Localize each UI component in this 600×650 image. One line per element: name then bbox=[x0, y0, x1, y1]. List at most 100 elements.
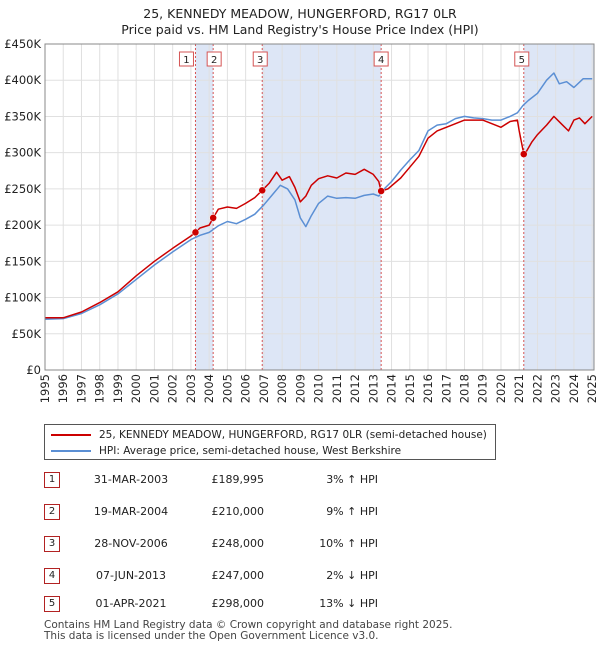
x-tick-label: 2013 bbox=[366, 374, 380, 403]
table-row: 2 19-MAR-2004 £210,000 9% ↑ HPI bbox=[44, 504, 404, 524]
legend-label-hpi: HPI: Average price, semi-detached house,… bbox=[99, 445, 402, 457]
transaction-label-text: 3 bbox=[257, 55, 263, 66]
transaction-number: 5 bbox=[44, 596, 60, 612]
transaction-number: 2 bbox=[44, 504, 60, 520]
x-tick-label: 2010 bbox=[312, 374, 326, 403]
transaction-date: 01-APR-2021 bbox=[95, 597, 167, 610]
transaction-label-box bbox=[178, 51, 194, 67]
x-tick-label: 2012 bbox=[348, 374, 362, 403]
x-tick-label: 1999 bbox=[111, 374, 125, 403]
transaction-date: 07-JUN-2013 bbox=[95, 569, 167, 582]
series-line-hpi bbox=[44, 72, 593, 321]
x-tick-label: 2009 bbox=[293, 374, 307, 403]
x-tick-label: 2023 bbox=[549, 374, 563, 403]
x-tick-label: 2021 bbox=[512, 374, 526, 403]
x-tick-label: 2015 bbox=[403, 374, 417, 403]
legend-label-property: 25, KENNEDY MEADOW, HUNGERFORD, RG17 0LR… bbox=[99, 429, 487, 441]
x-tick-label: 2022 bbox=[530, 374, 544, 403]
x-tick-label: 2000 bbox=[129, 374, 143, 403]
chart-plot: 1 2 3 4 5 £0 £50K £100K £150K £200K £250K £300K £35… bbox=[4, 37, 599, 403]
transaction-label: 4 bbox=[373, 51, 389, 67]
y-tick-label: £300K bbox=[4, 146, 41, 160]
transaction-label-box bbox=[206, 51, 222, 67]
legend-item-property: 25, KENNEDY MEADOW, HUNGERFORD, RG17 0LR… bbox=[51, 427, 487, 443]
transaction-hpi-diff: 13% ↓ HPI bbox=[319, 597, 378, 610]
footer-copyright: Contains HM Land Registry data © Crown c… bbox=[44, 619, 453, 631]
transaction-label: 5 bbox=[514, 51, 530, 67]
transaction-hpi-diff: 2% ↓ HPI bbox=[326, 569, 378, 582]
x-tick-label: 1996 bbox=[56, 374, 70, 403]
y-tick-label: £250K bbox=[4, 182, 41, 196]
y-tick-label: £350K bbox=[4, 109, 41, 123]
y-tick-label: £450K bbox=[4, 37, 41, 51]
x-tick-label: 2017 bbox=[439, 374, 453, 403]
legend-item-hpi: HPI: Average price, semi-detached house,… bbox=[51, 443, 401, 459]
transaction-hpi-diff: 3% ↑ HPI bbox=[326, 473, 378, 486]
transaction-number: 3 bbox=[44, 536, 60, 552]
transaction-hpi-diff: 9% ↑ HPI bbox=[326, 505, 378, 518]
x-tick-label: 2024 bbox=[567, 374, 581, 403]
x-tick-label: 2006 bbox=[239, 374, 253, 403]
transaction-label-box bbox=[514, 51, 530, 67]
transaction-number: 1 bbox=[44, 472, 60, 488]
chart-subtitle: Price paid vs. HM Land Registry's House … bbox=[121, 22, 479, 37]
transaction-date: 31-MAR-2003 bbox=[93, 473, 169, 486]
x-tick-label: 1995 bbox=[38, 374, 52, 403]
y-tick-label: £100K bbox=[4, 291, 41, 305]
table-row: 1 31-MAR-2003 £189,995 3% ↑ HPI bbox=[44, 472, 404, 492]
y-tick-label: £50K bbox=[12, 327, 42, 341]
table-row: 5 01-APR-2021 £298,000 13% ↓ HPI bbox=[44, 596, 404, 616]
x-tick-label: 2019 bbox=[476, 374, 490, 403]
shaded-period bbox=[195, 44, 214, 370]
table-row: 4 07-JUN-2013 £247,000 2% ↓ HPI bbox=[44, 568, 404, 588]
transaction-label-text: 2 bbox=[211, 55, 217, 66]
y-tick-label: £400K bbox=[4, 73, 41, 87]
shaded-period bbox=[523, 44, 594, 370]
transaction-price: £189,995 bbox=[211, 473, 265, 486]
x-tick-label: 2001 bbox=[147, 374, 161, 403]
transaction-hpi-diff: 10% ↑ HPI bbox=[319, 537, 378, 550]
x-tick-label: 1998 bbox=[93, 374, 107, 403]
legend-swatch-hpi bbox=[51, 450, 91, 452]
transaction-price: £247,000 bbox=[211, 569, 265, 582]
footer: Contains HM Land Registry data © Crown c… bbox=[44, 620, 452, 642]
transaction-price: £210,000 bbox=[211, 505, 265, 518]
y-tick-label: £150K bbox=[4, 254, 41, 268]
x-tick-label: 2004 bbox=[202, 374, 216, 403]
transaction-marker bbox=[377, 187, 385, 195]
table-row: 3 28-NOV-2006 £248,000 10% ↑ HPI bbox=[44, 536, 404, 556]
x-tick-label: 2014 bbox=[385, 374, 399, 403]
transaction-label: 2 bbox=[206, 51, 222, 67]
transaction-label-box bbox=[373, 51, 389, 67]
x-tick-label: 2003 bbox=[184, 374, 198, 403]
footer-license: This data is licensed under the Open Gov… bbox=[44, 630, 379, 642]
transaction-price: £248,000 bbox=[211, 537, 265, 550]
x-tick-label: 2011 bbox=[330, 374, 344, 403]
y-tick-label: £0 bbox=[26, 363, 41, 377]
transaction-marker bbox=[520, 150, 528, 158]
x-tick-label: 2002 bbox=[166, 374, 180, 403]
transaction-price: £298,000 bbox=[211, 597, 265, 610]
transaction-label: 1 bbox=[178, 51, 194, 67]
x-tick-label: 1997 bbox=[74, 374, 88, 403]
x-tick-label: 2007 bbox=[257, 374, 271, 403]
transaction-date: 28-NOV-2006 bbox=[94, 537, 168, 550]
transaction-label-text: 1 bbox=[183, 55, 189, 66]
transaction-number: 4 bbox=[44, 568, 60, 584]
plot-frame bbox=[44, 43, 595, 371]
chart-legend: 25, KENNEDY MEADOW, HUNGERFORD, RG17 0LR… bbox=[44, 424, 496, 460]
legend-swatch-property bbox=[51, 434, 91, 436]
y-tick-label: £200K bbox=[4, 218, 41, 232]
chart-title: 25, KENNEDY MEADOW, HUNGERFORD, RG17 0LR bbox=[143, 6, 457, 21]
transaction-label-box bbox=[252, 51, 268, 67]
transaction-marker bbox=[258, 186, 266, 195]
x-tick-label: 2016 bbox=[421, 374, 435, 403]
x-tick-label: 2020 bbox=[494, 374, 508, 403]
shaded-period bbox=[262, 44, 382, 370]
x-tick-label: 2005 bbox=[220, 374, 234, 403]
x-tick-label: 2008 bbox=[275, 374, 289, 403]
transaction-marker bbox=[209, 214, 217, 222]
transaction-label-text: 5 bbox=[519, 55, 525, 66]
x-tick-label: 2025 bbox=[585, 374, 599, 403]
transaction-label-text: 4 bbox=[378, 55, 384, 66]
